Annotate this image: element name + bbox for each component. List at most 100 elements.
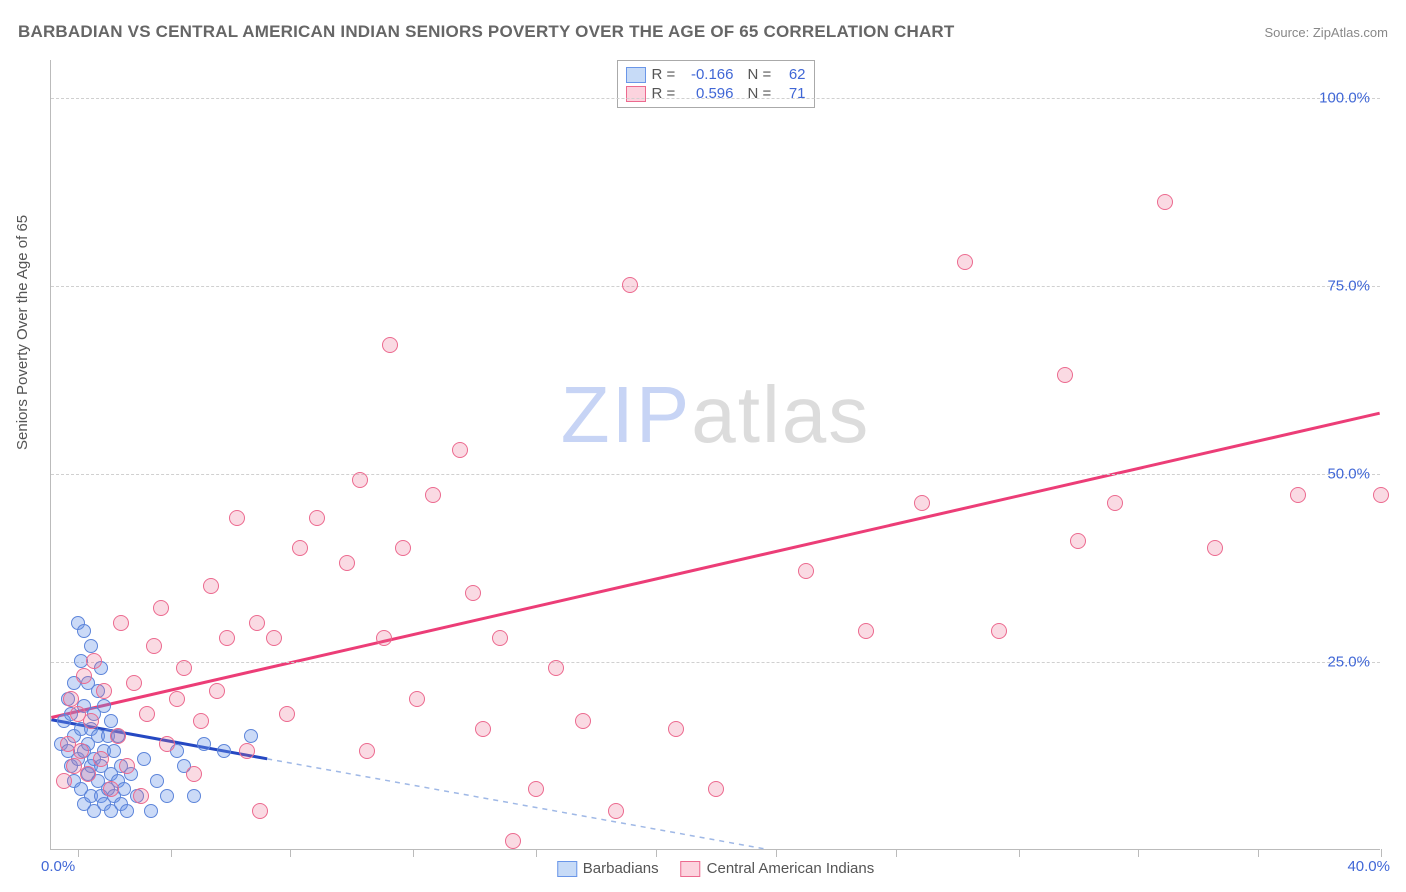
central_american_indians-marker [80,766,96,782]
barbadians-marker [104,714,118,728]
central_american_indians-marker [159,736,175,752]
x-tick [536,849,537,857]
barbadians-marker [217,744,231,758]
central_american_indians-marker [279,706,295,722]
central_american_indians-marker [193,713,209,729]
x-tick [413,849,414,857]
barbadians-marker [244,729,258,743]
central_american_indians-marker [252,803,268,819]
central_american_indians-marker [103,781,119,797]
central_american_indians-marker [133,788,149,804]
central_american_indians-marker [119,758,135,774]
central_american_indians-marker [858,623,874,639]
central_american_indians-marker [186,766,202,782]
x-tick [78,849,79,857]
central_american_indians-marker [1207,540,1223,556]
central_american_indians-marker [352,472,368,488]
central_american_indians-marker [1057,367,1073,383]
barbadians-marker [107,744,121,758]
central_american_indians-marker [176,660,192,676]
x-tick-label: 0.0% [41,858,75,875]
correlation-legend: R =-0.166N =62R =0.596N =71 [617,60,815,108]
central_american_indians-marker [113,615,129,631]
x-tick [656,849,657,857]
source-attribution: Source: ZipAtlas.com [1264,25,1388,40]
y-tick-label: 50.0% [1327,465,1370,482]
gridline [51,286,1380,287]
barbadians-marker [117,782,131,796]
central_american_indians-marker [239,743,255,759]
central_american_indians-marker [266,630,282,646]
central_american_indians-marker [798,563,814,579]
gridline [51,662,1380,663]
central_american_indians-marker [425,487,441,503]
corr-legend-row: R =-0.166N =62 [626,65,806,84]
legend-swatch [626,86,646,102]
central_american_indians-marker [309,510,325,526]
central_american_indians-marker [957,254,973,270]
y-tick-label: 75.0% [1327,277,1370,294]
central_american_indians-marker [1107,495,1123,511]
central_american_indians-marker [292,540,308,556]
series-legend: Barbadians Central American Indians [557,860,874,877]
x-tick [776,849,777,857]
barbadians-marker [120,804,134,818]
legend-swatch [681,861,701,877]
central_american_indians-marker [359,743,375,759]
central_american_indians-marker [1070,533,1086,549]
source-link[interactable]: ZipAtlas.com [1313,25,1388,40]
central_american_indians-marker [492,630,508,646]
central_american_indians-marker [73,743,89,759]
central_american_indians-marker [395,540,411,556]
central_american_indians-marker [668,721,684,737]
legend-swatch [557,861,577,877]
central_american_indians-marker [56,773,72,789]
x-tick [1019,849,1020,857]
central_american_indians-marker [1373,487,1389,503]
central_american_indians-marker [622,277,638,293]
central_american_indians-marker [169,691,185,707]
central_american_indians-marker [96,683,112,699]
central_american_indians-marker [249,615,265,631]
central_american_indians-marker [991,623,1007,639]
central_american_indians-marker [708,781,724,797]
series-legend-item: Barbadians [557,860,659,877]
barbadians-marker [77,624,91,638]
central_american_indians-marker [209,683,225,699]
central_american_indians-marker [229,510,245,526]
central_american_indians-marker [1290,487,1306,503]
central_american_indians-marker [528,781,544,797]
central_american_indians-marker [608,803,624,819]
chart-title: BARBADIAN VS CENTRAL AMERICAN INDIAN SEN… [18,22,955,42]
central_american_indians-marker [93,751,109,767]
watermark: ZIPatlas [561,369,870,461]
barbadians-marker [187,789,201,803]
barbadians-marker [137,752,151,766]
central_american_indians-marker [126,675,142,691]
y-tick-label: 100.0% [1319,89,1370,106]
x-tick [290,849,291,857]
barbadians-marker [150,774,164,788]
series-legend-item: Central American Indians [681,860,875,877]
y-axis-label: Seniors Poverty Over the Age of 65 [14,215,31,450]
central_american_indians-marker [505,833,521,849]
barbadians-marker [160,789,174,803]
central_american_indians-marker [452,442,468,458]
x-tick-label: 40.0% [1347,858,1390,875]
central_american_indians-marker [465,585,481,601]
central_american_indians-marker [382,337,398,353]
central_american_indians-marker [914,495,930,511]
central_american_indians-marker [83,713,99,729]
y-tick-label: 25.0% [1327,653,1370,670]
central_american_indians-marker [63,691,79,707]
central_american_indians-marker [376,630,392,646]
x-tick [1258,849,1259,857]
central_american_indians-marker [409,691,425,707]
central_american_indians-marker [339,555,355,571]
central_american_indians-marker [475,721,491,737]
gridline [51,474,1380,475]
gridline [51,98,1380,99]
barbadians-marker [144,804,158,818]
scatter-plot: ZIPatlas R =-0.166N =62R =0.596N =71 Bar… [50,60,1380,850]
central_american_indians-marker [575,713,591,729]
